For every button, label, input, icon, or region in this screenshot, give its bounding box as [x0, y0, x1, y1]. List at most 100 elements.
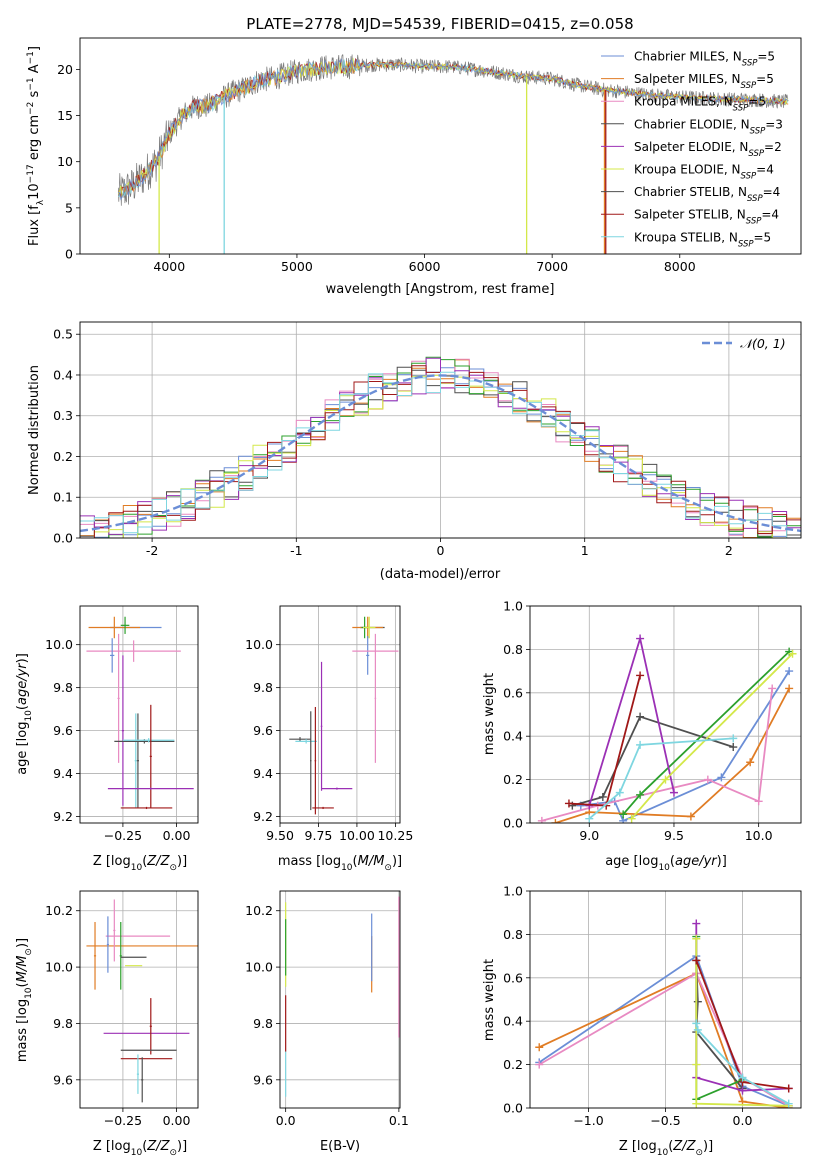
age-vs-mass-panel: 9.50 9.75 10.00 10.25 9.2 9.4 9.6 9.8 10.0 mass […: [245, 605, 413, 873]
mass-vs-metallicity-panel: −0.25 0.009.69.810.010.2Z [log10(Z/Z⊙)]ma…: [15, 890, 199, 1158]
y-tick-label: 0.6: [503, 685, 523, 700]
spectrum-panel: 4000 5000 6000 7000 8000 0 5 10 15 20 wavelength […: [26, 37, 802, 297]
weight-line: [538, 972, 790, 1107]
y-tick-label: 0.5: [53, 327, 73, 342]
y-tick-label: 0.4: [503, 1014, 523, 1029]
y-tick-label: 9.4: [253, 766, 273, 781]
histogram-series: [80, 356, 801, 538]
legend-entry-label: Kroupa ELODIE, NSSP=4: [634, 163, 774, 182]
weight-line: [538, 972, 789, 1108]
label-part: age [log: [15, 722, 30, 775]
label-part: mass [log: [15, 999, 30, 1062]
label-part: Z/Z: [672, 1139, 696, 1154]
legend-tail: =5: [754, 230, 772, 244]
weight-marker: [692, 934, 701, 943]
y-tick-label: 10.0: [45, 960, 73, 975]
label-part: ]: [27, 46, 42, 51]
weight-marker: [686, 812, 695, 821]
legend-tail: =2: [764, 140, 782, 154]
label-part: Z [log: [619, 1139, 657, 1154]
x-tick-label: 10.00: [339, 828, 375, 843]
y-tick-label: 0.3: [53, 408, 73, 423]
weight-marker: [627, 814, 636, 823]
legend-text: Kroupa MILES, N: [634, 95, 733, 109]
legend-entry-label: Salpeter ELODIE, NSSP=2: [634, 140, 782, 159]
errorbars: [285, 896, 400, 1097]
y-tick-label: 5: [65, 200, 73, 215]
y-tick-label: 9.8: [53, 1016, 73, 1031]
label-part: M/M: [358, 854, 385, 869]
x-tick-label: 0.0: [276, 1113, 296, 1128]
x-axis-label: Z [log10(Z/Z⊙)]: [619, 1139, 713, 1158]
x-axis-label: Z [log10(Z/Z⊙)]: [93, 854, 187, 873]
y-tick-label: 10.0: [245, 637, 273, 652]
label-part: age [log: [605, 854, 658, 869]
label-part: age/yr: [675, 854, 718, 869]
weight-marker: [693, 1025, 702, 1034]
y-tick-label: 10.2: [245, 903, 273, 918]
label-part: )]: [717, 854, 727, 869]
legend-sub: SSP: [746, 217, 762, 227]
x-tick-label: 6000: [409, 259, 441, 274]
legend-sub: SSP: [738, 239, 754, 249]
label-part: −17: [26, 164, 36, 183]
legend-tail: =5: [748, 95, 766, 109]
y-tick-label: 20: [57, 62, 73, 77]
legend-sub: SSP: [741, 172, 757, 182]
weight-marker: [785, 684, 794, 693]
weight-series: [535, 919, 793, 1108]
label-part: Z/Z: [146, 854, 170, 869]
x-tick-label: −0.25: [104, 1113, 142, 1128]
spectrum-lines: [117, 54, 789, 254]
legend-tail: =4: [756, 163, 774, 177]
y-axis-label: Normed distribution: [27, 365, 42, 495]
y-tick-label: 0.2: [503, 1057, 523, 1072]
y-tick-label: 0: [65, 247, 73, 262]
label-part: 10: [658, 863, 670, 873]
label-part: 10: [657, 1148, 669, 1158]
weight-marker: [692, 919, 701, 928]
label-part: ⊙: [169, 1148, 177, 1158]
weight-marker: [692, 1060, 701, 1069]
label-part: (: [15, 982, 30, 987]
observed-spectrum: [117, 54, 789, 206]
y-tick-label: 0.0: [503, 1101, 523, 1116]
weight-line: [695, 938, 789, 1107]
weight-marker: [729, 734, 738, 743]
weight-series: [537, 634, 797, 823]
legend-entry-label: Chabrier MILES, NSSP=5: [634, 50, 775, 69]
weight-marker: [754, 797, 763, 806]
y-tick-label: 9.6: [53, 1072, 73, 1087]
x-tick-label: 9.75: [305, 828, 333, 843]
errorbars: [289, 616, 399, 815]
label-part: erg cm: [27, 115, 42, 164]
weight-marker: [661, 775, 670, 784]
legend-sub: SSP: [750, 126, 766, 136]
legend-sub: SSP: [733, 104, 749, 114]
label-part: 10: [24, 987, 34, 999]
label-part: 10: [131, 1148, 143, 1158]
y-tick-label: 10.0: [45, 637, 73, 652]
y-tick-label: 0.8: [503, 927, 523, 942]
label-part: Z [log: [93, 1139, 131, 1154]
label-part: )]: [392, 854, 402, 869]
y-tick-label: 9.6: [53, 723, 73, 738]
y-tick-label: 9.2: [253, 809, 273, 824]
label-part: −1: [26, 77, 36, 90]
legend-entry-label: Chabrier ELODIE, NSSP=3: [634, 117, 783, 136]
x-axis-label: (data-model)/error: [380, 567, 501, 582]
x-tick-label: 0.0: [733, 1113, 753, 1128]
model-spectrum: [118, 57, 789, 201]
x-tick-label: 0: [437, 543, 445, 558]
y-tick-label: 0.4: [503, 729, 523, 744]
x-tick-label: −0.25: [104, 828, 142, 843]
legend-tail: =3: [765, 117, 783, 131]
x-tick-label: -1: [290, 543, 302, 558]
weight-marker: [636, 740, 645, 749]
x-tick-label: 8000: [664, 259, 696, 274]
errorbars: [86, 616, 194, 810]
weight-marker: [738, 1086, 747, 1095]
weight-marker: [636, 712, 645, 721]
label-part: (: [142, 854, 147, 869]
